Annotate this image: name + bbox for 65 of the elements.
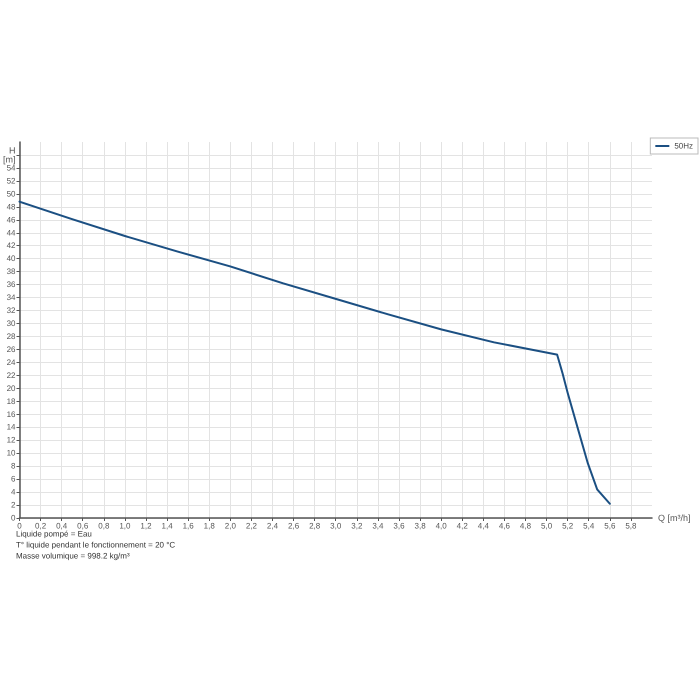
y-tick-label: 40 xyxy=(6,254,16,264)
legend-label: 50Hz xyxy=(674,142,694,150)
y-tick-label: 2 xyxy=(11,500,16,510)
y-tick-label: 44 xyxy=(6,228,16,238)
x-tick-label: 0,8 xyxy=(98,522,110,530)
y-axis-title: H [m] xyxy=(3,146,16,165)
y-tick-label: 32 xyxy=(6,306,16,316)
x-tick-label: 1,6 xyxy=(182,522,194,530)
x-tick-label: 1,8 xyxy=(204,522,216,530)
x-tick-label: 2,2 xyxy=(246,522,258,530)
y-tick-label: 0 xyxy=(11,514,16,522)
x-axis-title: Q [m³/h] xyxy=(658,513,691,523)
y-tick-label: 18 xyxy=(6,396,16,406)
x-tick-label: 4,2 xyxy=(456,522,468,530)
x-tick-label: 3,4 xyxy=(372,522,384,530)
text: Liquide pompé = Eau xyxy=(16,530,92,538)
x-tick-label: 2,8 xyxy=(309,522,321,530)
y-tick-label: 6 xyxy=(11,474,16,484)
x-tick-label: 0,2 xyxy=(35,522,47,530)
y-tick-label: 28 xyxy=(6,332,16,341)
x-tick-label: 4,6 xyxy=(498,522,511,530)
y-tick-label: 30 xyxy=(6,319,16,328)
y-tick-label: 14 xyxy=(6,422,16,432)
y-tick-label: 54 xyxy=(6,163,16,172)
x-tick-label: 1,0 xyxy=(119,522,132,530)
x-tick-label: 3,2 xyxy=(351,522,363,530)
y-tick-label: 34 xyxy=(6,293,16,302)
x-tick-label: 3,8 xyxy=(414,522,426,530)
x-tick-label: 5,2 xyxy=(562,522,574,530)
y-tick-label: 4 xyxy=(11,488,16,497)
y-tick-label: 52 xyxy=(6,176,16,186)
y-tick-label: 22 xyxy=(6,370,16,380)
x-tick-label: 1,2 xyxy=(140,522,152,530)
x-tick-label: 0,4 xyxy=(56,522,68,530)
y-tick-label: 36 xyxy=(6,280,16,290)
y-tick-label: 50 xyxy=(6,189,16,198)
x-tick-label: 0 xyxy=(17,522,22,530)
y-tick-label: 8 xyxy=(11,462,16,471)
text: Masse volumique = 998.2 kg/m³ xyxy=(16,552,130,560)
x-tick-label: 0,6 xyxy=(77,522,89,530)
x-tick-label: 5,0 xyxy=(541,522,553,530)
x-tick-label: 3,0 xyxy=(330,522,342,530)
y-tick-label: 16 xyxy=(6,410,16,419)
y-tick-label: 42 xyxy=(6,241,16,250)
x-tick-label: 5,4 xyxy=(583,522,595,530)
y-tick-label: 24 xyxy=(6,358,16,367)
x-tick-label: 5,6 xyxy=(604,522,616,530)
y-tick-label: 48 xyxy=(6,202,16,212)
y-tick-label: 46 xyxy=(6,215,16,224)
x-tick-label: 4,8 xyxy=(520,522,532,530)
x-tick-label: 2,6 xyxy=(288,522,300,530)
y-tick-label: 20 xyxy=(6,384,16,393)
x-tick-label: 5,8 xyxy=(625,522,638,530)
y-tick-label: 26 xyxy=(6,344,16,354)
text: T° liquide pendant le fonctionnement = 20 °C xyxy=(16,540,176,550)
x-tick-label: 2,4 xyxy=(266,522,279,530)
x-tick-label: 4,0 xyxy=(436,522,448,530)
x-tick-label: 4,4 xyxy=(478,522,490,530)
x-tick-label: 1,4 xyxy=(162,522,174,530)
x-tick-label: 2,0 xyxy=(224,522,236,530)
line-series xyxy=(18,200,611,505)
y-tick-label: 38 xyxy=(6,267,16,276)
x-tick-label: 3,6 xyxy=(393,522,406,530)
y-tick-label: 10 xyxy=(6,448,16,458)
y-tick-label: 12 xyxy=(6,436,16,445)
